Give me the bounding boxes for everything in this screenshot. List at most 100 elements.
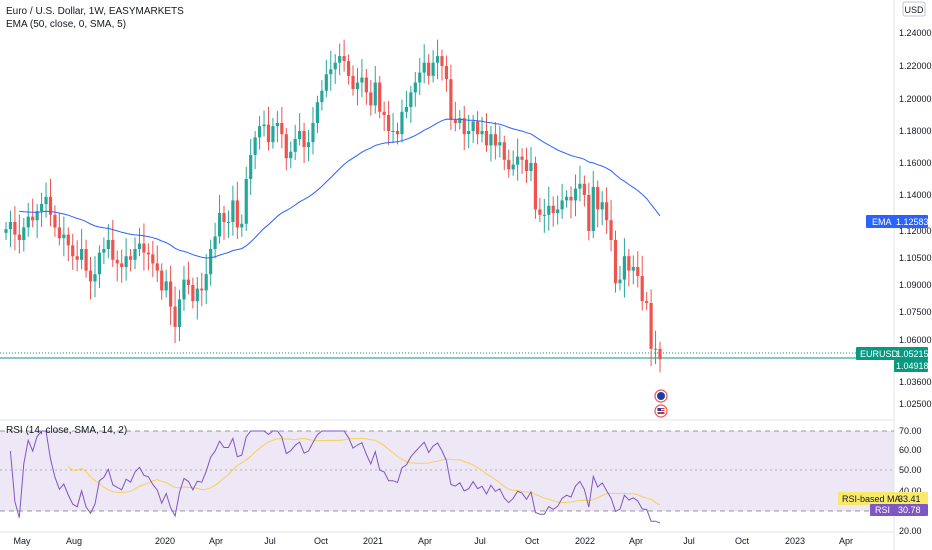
candle-body — [142, 243, 146, 253]
candle-body — [213, 236, 217, 249]
candle-body — [400, 111, 404, 135]
candle-body — [249, 155, 253, 179]
candle-body — [44, 196, 48, 204]
event-icon-eu[interactable] — [654, 389, 668, 403]
candle-body — [493, 134, 497, 146]
candle-body — [284, 134, 288, 159]
price-tick-label: 1.10500 — [899, 253, 932, 263]
candle-body — [164, 281, 168, 291]
time-tick-label: 2023 — [785, 536, 805, 546]
candle-body — [137, 243, 142, 249]
time-tick-label: Jul — [683, 536, 695, 546]
candle-body — [169, 281, 173, 307]
candle-body — [106, 240, 110, 249]
candle-body — [235, 200, 239, 228]
candle-body — [467, 131, 471, 135]
candle-body — [257, 126, 262, 138]
rsi-ma-tag-label: RSI-based MA — [842, 494, 901, 504]
candle-body — [146, 252, 150, 255]
last-price-tag: 1.04918 — [894, 360, 929, 372]
event-icon-us[interactable] — [654, 404, 668, 418]
candle-body — [569, 196, 573, 201]
time-tick-label: Oct — [314, 536, 329, 546]
price-tick-label: 1.14000 — [899, 190, 932, 200]
candle-body — [618, 279, 622, 284]
candle-body — [373, 82, 377, 106]
time-tick-label: Apr — [418, 536, 432, 546]
candle-body — [26, 216, 30, 228]
candle-body — [22, 227, 26, 240]
candle-body — [516, 156, 520, 165]
currency-label: USD — [904, 5, 924, 15]
candle-body — [124, 256, 128, 267]
candle-body — [88, 270, 93, 282]
rsi-tag: RSI 30.78 — [870, 504, 928, 516]
candle-body — [62, 234, 66, 239]
eurusd-tag-label: EURUSD — [860, 349, 899, 359]
ema-tag-value: 1.12583 — [896, 217, 929, 227]
candle-body — [115, 259, 119, 264]
candle-body — [93, 274, 97, 282]
ema-tag: EMA 1.12583 — [866, 215, 929, 228]
candle-body — [444, 66, 449, 80]
candle-body — [351, 75, 355, 90]
candle-body — [195, 288, 199, 302]
candle-body — [66, 234, 70, 246]
candle-body — [8, 222, 13, 230]
rsi-tick-label: 50.00 — [899, 465, 922, 475]
currency-button[interactable] — [902, 1, 926, 17]
candle-body — [547, 205, 551, 215]
candle-body — [200, 288, 204, 291]
time-tick-label: Oct — [735, 536, 750, 546]
candle-body — [480, 131, 484, 135]
candle-body — [266, 124, 271, 143]
candle-body — [631, 267, 635, 271]
candle-body — [591, 187, 595, 231]
candle-body — [320, 90, 324, 103]
rsi-axis[interactable]: 70.00 60.00 50.00 40.00 20.00 — [899, 426, 922, 536]
rsi-tick-label: 60.00 — [899, 445, 922, 455]
price-axis[interactable]: 1.24000 1.22000 1.20000 1.18000 1.16000 1.140… — [899, 28, 932, 409]
rsi-ma-tag: RSI-based MA 33.41 — [838, 492, 928, 505]
candle-body — [627, 256, 631, 271]
candle-body — [649, 303, 653, 349]
time-tick-label: 2022 — [575, 536, 595, 546]
candle-body — [542, 214, 546, 216]
candle-body — [645, 301, 649, 303]
candle-body — [329, 69, 333, 75]
candle-body — [582, 183, 586, 195]
candle-body — [133, 249, 137, 260]
candle-body — [298, 131, 302, 139]
candle-body — [418, 72, 422, 83]
price-tick-label: 1.20000 — [899, 94, 932, 104]
rsi-ma-line — [67, 437, 661, 506]
candle-body — [520, 156, 524, 160]
candle-body — [262, 124, 266, 127]
ema-indicator-label[interactable]: EMA (50, close, 0, SMA, 5) — [6, 19, 126, 30]
ema-line — [19, 118, 661, 259]
candle-body — [324, 74, 328, 91]
candle-body — [636, 267, 640, 276]
candle-body — [596, 187, 600, 210]
candle-body — [551, 205, 555, 213]
time-axis[interactable]: May Aug 2020 Apr Jul Oct 2021 Apr Jul Oct 2022 Apr J… — [13, 536, 853, 546]
candle-body — [338, 56, 342, 63]
candle-body — [222, 213, 226, 222]
candle-body — [600, 202, 604, 210]
rsi-indicator-label[interactable]: RSI (14, close, SMA, 14, 2) — [6, 425, 127, 436]
candle-body — [511, 164, 515, 170]
rsi-tick-label: 40.00 — [899, 486, 922, 496]
candle-body — [395, 131, 400, 135]
price-tick-label: 1.07500 — [899, 307, 932, 317]
last-price-tag-value: 1.04918 — [896, 361, 929, 371]
candle-body — [346, 61, 351, 76]
candle-body — [226, 222, 231, 223]
candle-body — [533, 163, 538, 210]
rsi-tag-value: 30.78 — [898, 505, 921, 515]
candle-body — [605, 202, 609, 221]
candle-body — [653, 348, 658, 350]
candle-body — [489, 134, 493, 146]
candle-body — [186, 279, 191, 285]
candle-body — [378, 82, 382, 112]
